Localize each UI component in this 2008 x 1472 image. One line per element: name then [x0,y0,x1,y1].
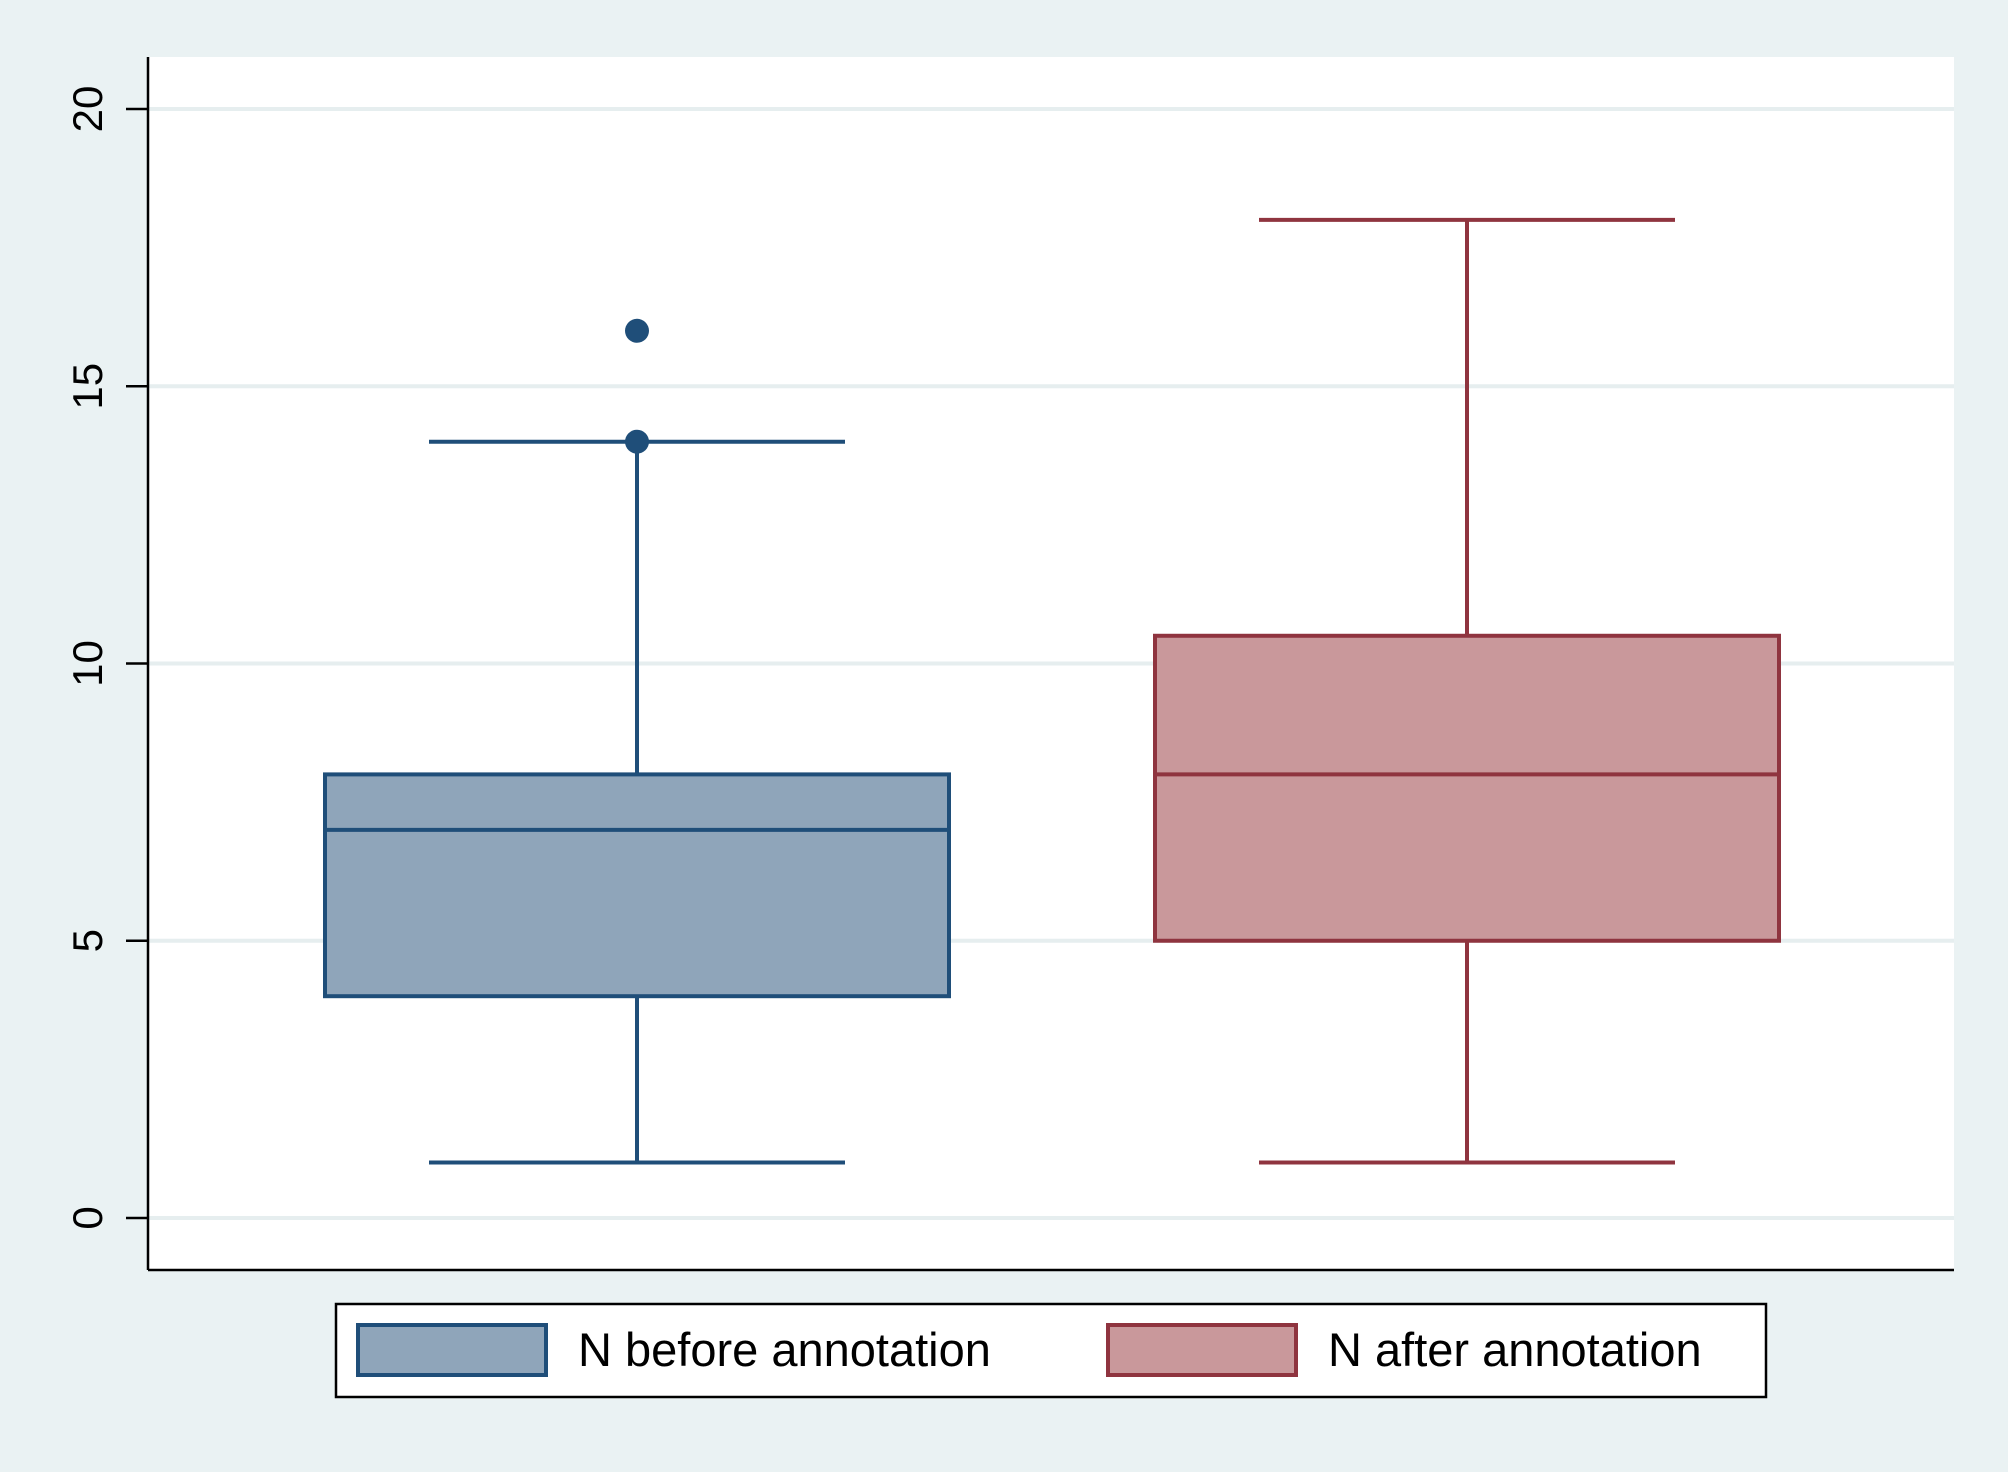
legend: N before annotation N after annotation [334,1302,1768,1399]
outlier-point [625,429,649,454]
boxes [323,217,1781,1165]
legend-box [334,1302,1768,1399]
legend-swatch [356,1323,548,1377]
legend-label: N before annotation [578,1323,991,1376]
y-tick-label: 15 [64,363,111,410]
iqr-box [323,772,951,999]
y-tick-label: 20 [64,86,111,133]
y-tick-label: 0 [64,1206,111,1229]
legend-label: N after annotation [1328,1323,1702,1376]
outlier-point [625,318,649,343]
y-axis: 0 5 10 15 20 [64,57,1954,1272]
box-series-2 [1153,217,1781,1165]
box-series-1 [323,318,951,1165]
y-tick-label: 10 [64,640,111,687]
legend-swatch [1106,1323,1298,1377]
y-tick-label: 5 [64,929,111,952]
iqr-box [1153,633,1781,943]
